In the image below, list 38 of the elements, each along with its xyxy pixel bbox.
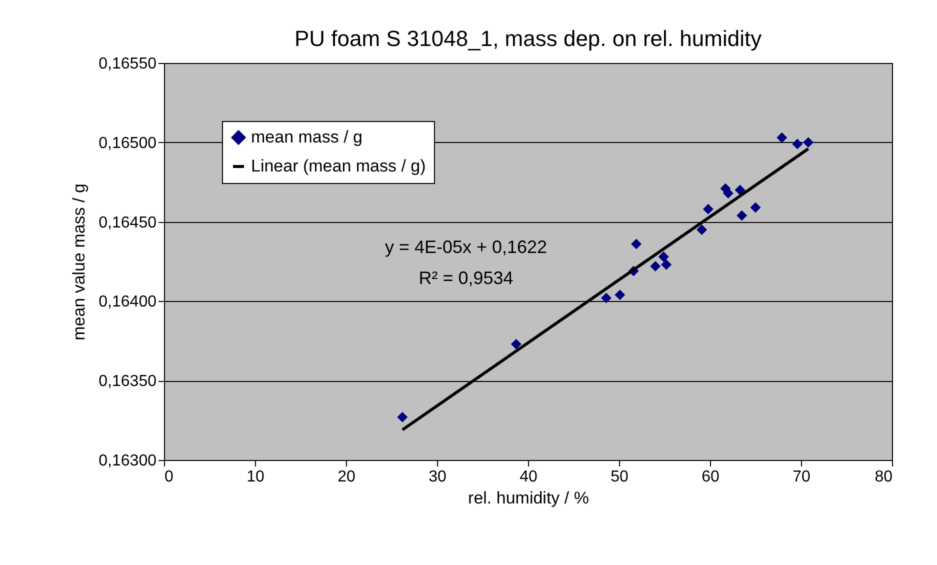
x-tick-label: 50 <box>610 468 628 486</box>
point <box>696 224 708 235</box>
point <box>510 338 522 350</box>
legend-label: Linear (mean mass / g) <box>251 156 426 176</box>
point <box>750 202 761 213</box>
point <box>776 132 788 143</box>
x-tick-label: 60 <box>702 468 720 486</box>
point <box>736 210 748 221</box>
legend-label: mean mass / g <box>251 128 362 146</box>
point <box>658 251 669 262</box>
x-tick-label: 80 <box>874 468 893 486</box>
point <box>397 412 408 422</box>
chart-title: PU foam S 31048_1, mass dep. on rel. humidity <box>294 26 762 51</box>
point <box>803 137 814 148</box>
x-tick-label: 70 <box>792 468 810 486</box>
x-tick-label: 20 <box>338 468 356 486</box>
y-axis-title: mean value mass / g <box>70 184 89 340</box>
point <box>734 184 746 196</box>
point <box>650 261 661 272</box>
y-tick-label: 0,16550 <box>98 56 157 72</box>
point <box>792 138 803 150</box>
x-tick-label: 10 <box>246 468 264 486</box>
y-tick-label: 0,16350 <box>98 373 157 390</box>
y-tick-label: 0,16400 <box>98 294 157 311</box>
point <box>702 204 714 214</box>
y-tick-label: 0,16500 <box>98 134 157 152</box>
annotation: R² = 0,9534 <box>418 268 514 288</box>
x-tick-label: 0 <box>164 468 174 486</box>
x-tick-label: 40 <box>520 468 538 486</box>
point <box>661 259 672 270</box>
point <box>601 292 612 304</box>
x-axis-title: rel. humidity / % <box>468 488 589 508</box>
y-tick-label: 0,16450 <box>98 214 157 232</box>
annotation: y = 4E-05x + 0,1622 <box>384 237 548 257</box>
y-tick-label: 0,16300 <box>98 452 157 470</box>
point <box>631 238 642 250</box>
x-tick-label: 30 <box>428 468 446 486</box>
point <box>614 290 626 300</box>
